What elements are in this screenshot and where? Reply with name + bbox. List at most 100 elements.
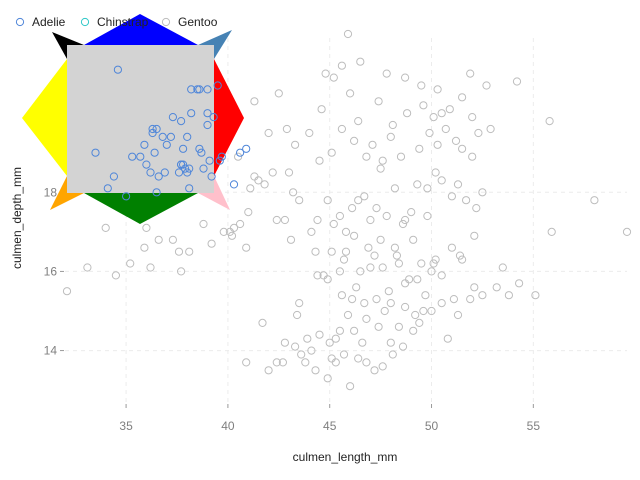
data-point-gentoo bbox=[229, 223, 239, 232]
data-point-gentoo bbox=[280, 338, 289, 347]
data-point-gentoo bbox=[401, 73, 410, 82]
y-tick-label: 18 bbox=[44, 185, 58, 199]
overlay-right-triangle bbox=[214, 59, 244, 176]
data-point-adelie bbox=[203, 85, 212, 94]
data-point-gentoo bbox=[101, 223, 110, 232]
data-point-gentoo bbox=[268, 168, 277, 177]
data-point-gentoo bbox=[331, 358, 340, 367]
data-point-gentoo bbox=[337, 124, 346, 134]
data-point-gentoo bbox=[378, 362, 387, 371]
data-point-gentoo bbox=[515, 279, 524, 288]
data-point-adelie bbox=[152, 124, 161, 134]
data-point-gentoo bbox=[258, 318, 267, 327]
data-point-gentoo bbox=[360, 299, 369, 308]
data-point-gentoo bbox=[140, 243, 149, 252]
legend-label-gentoo: Gentoo bbox=[178, 15, 218, 29]
data-point-gentoo bbox=[492, 283, 501, 292]
data-point-gentoo bbox=[590, 196, 599, 205]
data-point-adelie bbox=[197, 148, 206, 157]
data-point-gentoo bbox=[443, 334, 452, 343]
data-point-adelie bbox=[148, 124, 157, 134]
data-point-gentoo bbox=[390, 243, 399, 252]
data-point-gentoo bbox=[482, 81, 491, 90]
legend-label-chinstrap: Chinstrap bbox=[97, 15, 149, 29]
data-point-gentoo bbox=[242, 243, 251, 252]
data-point-adelie bbox=[215, 156, 224, 165]
data-point-gentoo bbox=[401, 215, 410, 225]
data-point-gentoo bbox=[234, 152, 243, 161]
data-point-gentoo bbox=[291, 342, 300, 351]
data-point-gentoo bbox=[372, 204, 381, 213]
data-point-gentoo bbox=[62, 287, 72, 296]
data-point-adelie bbox=[122, 192, 131, 201]
data-point-gentoo bbox=[348, 204, 357, 213]
x-tick-label: 50 bbox=[425, 419, 439, 433]
data-point-gentoo bbox=[260, 180, 269, 189]
data-point-gentoo bbox=[447, 192, 456, 201]
data-point-gentoo bbox=[396, 152, 406, 161]
data-point-gentoo bbox=[474, 128, 483, 138]
data-point-gentoo bbox=[335, 211, 344, 221]
data-point-gentoo bbox=[478, 188, 487, 197]
data-point-gentoo bbox=[177, 267, 186, 276]
data-point-gentoo bbox=[343, 310, 353, 320]
data-point-gentoo bbox=[398, 219, 408, 229]
data-point-gentoo bbox=[622, 227, 632, 236]
data-point-gentoo bbox=[415, 144, 424, 153]
data-point-gentoo bbox=[531, 291, 540, 300]
data-point-adelie bbox=[205, 156, 214, 165]
data-point-gentoo bbox=[335, 267, 344, 276]
overlay-top-triangle bbox=[84, 14, 198, 45]
data-point-gentoo bbox=[315, 156, 324, 165]
data-point-adelie bbox=[109, 172, 119, 181]
data-point-gentoo bbox=[388, 120, 397, 130]
data-point-adelie bbox=[140, 140, 149, 149]
data-point-gentoo bbox=[293, 310, 302, 320]
data-point-gentoo bbox=[313, 271, 322, 280]
overlay-center-square bbox=[67, 45, 214, 193]
data-point-gentoo bbox=[264, 366, 273, 375]
data-point-gentoo bbox=[405, 275, 414, 284]
data-point-adelie bbox=[183, 132, 192, 141]
data-point-gentoo bbox=[411, 310, 420, 320]
data-point-gentoo bbox=[289, 188, 298, 197]
data-point-gentoo bbox=[337, 61, 346, 70]
data-point-gentoo bbox=[470, 231, 479, 240]
data-point-gentoo bbox=[348, 295, 357, 304]
data-point-adelie bbox=[236, 148, 245, 157]
data-point-gentoo bbox=[433, 140, 442, 149]
y-tick-label: 16 bbox=[44, 264, 58, 278]
data-point-gentoo bbox=[374, 97, 383, 106]
data-point-gentoo bbox=[417, 81, 426, 90]
data-point-gentoo bbox=[458, 255, 467, 264]
data-point-adelie bbox=[187, 85, 196, 94]
data-point-gentoo bbox=[321, 69, 330, 78]
data-point-gentoo bbox=[335, 326, 344, 335]
data-point-gentoo bbox=[207, 239, 216, 248]
data-point-gentoo bbox=[453, 310, 463, 320]
data-point-gentoo bbox=[455, 251, 465, 260]
data-point-gentoo bbox=[337, 291, 346, 300]
data-point-gentoo bbox=[362, 152, 371, 161]
data-point-gentoo bbox=[370, 366, 379, 375]
data-point-gentoo bbox=[458, 93, 467, 102]
data-point-gentoo bbox=[429, 113, 438, 122]
data-point-gentoo bbox=[360, 192, 369, 201]
data-point-gentoo bbox=[366, 215, 375, 225]
data-point-adelie bbox=[154, 172, 163, 181]
data-point-gentoo bbox=[386, 132, 395, 141]
data-point-gentoo bbox=[286, 235, 296, 244]
data-point-gentoo bbox=[409, 326, 418, 335]
data-point-gentoo bbox=[425, 128, 434, 138]
data-point-gentoo bbox=[142, 223, 151, 232]
data-point-gentoo bbox=[415, 318, 424, 327]
data-point-gentoo bbox=[401, 302, 410, 312]
data-point-gentoo bbox=[545, 117, 554, 126]
data-point-adelie bbox=[195, 144, 204, 153]
data-point-gentoo bbox=[431, 168, 440, 177]
data-point-adelie bbox=[217, 152, 226, 161]
data-point-adelie bbox=[142, 160, 151, 169]
overlay-bottom-triangle bbox=[84, 193, 198, 224]
data-point-gentoo bbox=[323, 196, 332, 205]
data-point-gentoo bbox=[478, 291, 487, 300]
